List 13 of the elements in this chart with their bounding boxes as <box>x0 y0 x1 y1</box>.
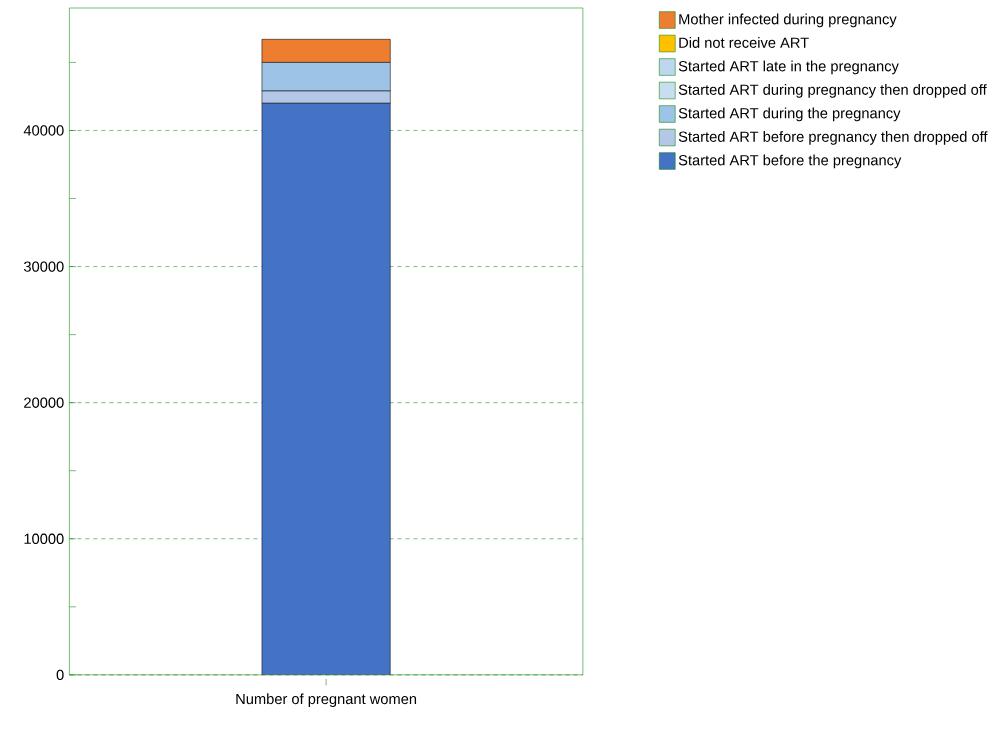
legend-label: Started ART before pregnancy then dropped off <box>678 131 988 145</box>
legend-label: Did not receive ART <box>679 37 809 49</box>
legend-label: Mother infected during pregnancy <box>679 13 897 28</box>
y-tick-label: 0 <box>56 669 64 681</box>
legend-label: Started ART late in the pregnancy <box>678 60 899 75</box>
y-tick-label: 20000 <box>24 397 64 409</box>
y-tick-label: 10000 <box>24 533 64 545</box>
y-tick-label: 30000 <box>23 261 64 272</box>
legend-label: Started ART during the pregnancy <box>678 107 901 122</box>
x-tick-label: Number of pregnant women <box>236 693 417 708</box>
legend-label: Started ART before the pregnancy <box>678 154 902 169</box>
legend-label: Started ART during pregnancy then dropped off <box>678 84 987 98</box>
y-tick-label: 40000 <box>23 125 64 136</box>
